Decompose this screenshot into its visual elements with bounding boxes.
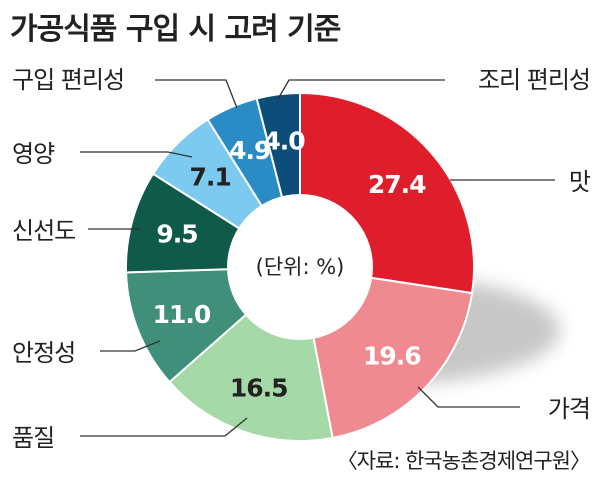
leader-line-purchase-convenience [155,79,238,109]
value-label-freshness: 9.5 [156,219,197,248]
unit-label: (단위: %) [256,255,345,279]
leader-line-nutrition [80,151,193,158]
donut-hole [227,194,373,340]
value-label-price: 19.6 [363,341,421,370]
category-label-taste: 맛 [569,168,591,196]
category-label-quality: 품질 [12,424,54,452]
value-label-purchase-convenience: 4.9 [229,136,270,165]
category-label-purchase-convenience: 구입 편리성 [12,66,124,94]
value-label-nutrition: 7.1 [189,163,230,192]
source-note: 〈자료: 한국농촌경제연구원〉 [336,449,591,473]
leader-line-cooking-convenience [277,79,445,100]
category-label-cooking-convenience: 조리 편리성 [478,66,590,94]
chart-title: 가공식품 구입 시 고려 기준 [10,12,341,47]
leader-line-quality [80,417,248,437]
category-label-freshness: 신선도 [12,217,75,245]
category-label-nutrition: 영양 [12,140,55,168]
category-label-price: 가격 [548,395,590,423]
value-label-cooking-convenience: 4.0 [263,127,305,156]
category-label-safety: 안정성 [12,339,75,367]
value-label-safety: 11.0 [153,300,211,329]
value-label-quality: 16.5 [230,374,288,403]
value-label-taste: 27.4 [368,170,426,199]
leader-line-price [417,386,520,408]
leader-line-safety [100,340,161,352]
